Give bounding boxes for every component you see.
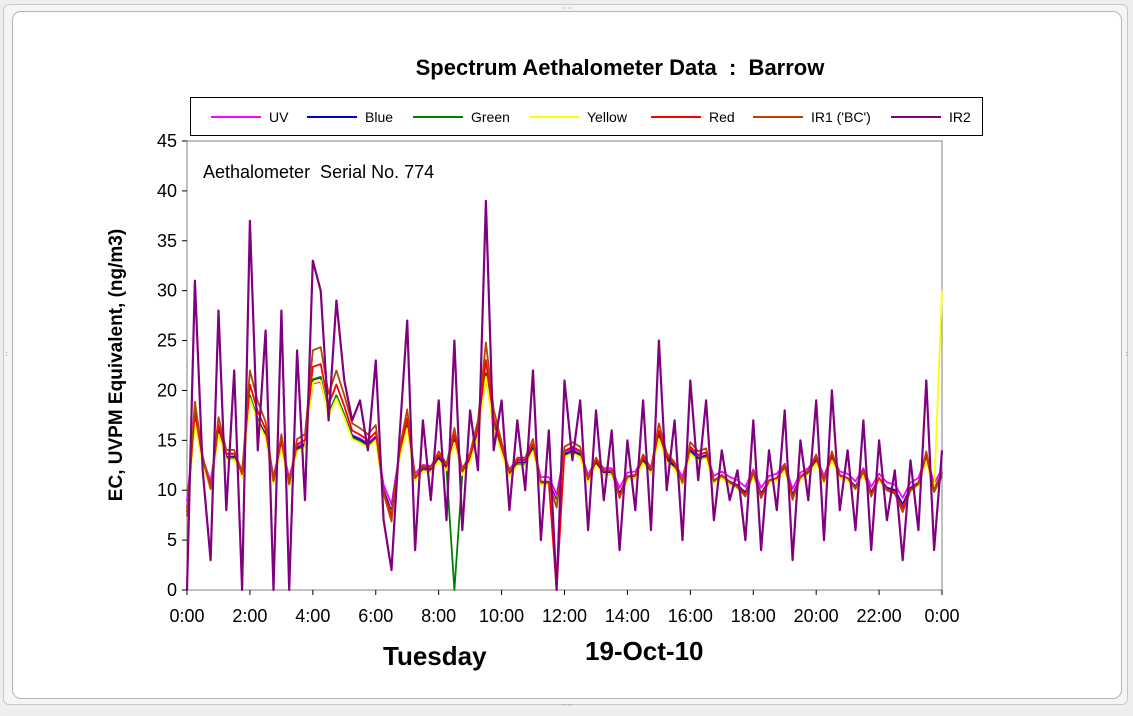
y-tick-label: 0	[167, 580, 177, 600]
legend-entry-green: Green	[413, 108, 510, 126]
x-axis-day-label: Tuesday	[383, 641, 487, 671]
series-line-ir1-bc	[186, 341, 943, 523]
plot-area	[186, 140, 943, 591]
legend-label-green: Green	[471, 109, 510, 125]
x-axis-date-label: 19-Oct-10	[585, 636, 704, 666]
legend-entry-ir1: IR1 ('BC')	[753, 108, 871, 126]
x-tick-label: 22:00	[857, 606, 902, 626]
legend-label-ir2: IR2	[949, 109, 971, 125]
y-tick-label: 15	[157, 430, 177, 450]
x-tick-label: 20:00	[794, 606, 839, 626]
y-tick-label: 40	[157, 181, 177, 201]
x-tick-label: 14:00	[605, 606, 650, 626]
x-tick-label: 6:00	[358, 606, 393, 626]
legend-label-blue: Blue	[365, 109, 394, 125]
legend-entry-uv: UV	[211, 108, 288, 126]
y-axis-label: EC, UVPM Equivalent, (ng/m3)	[106, 228, 127, 502]
legend-entry-blue: Blue	[307, 108, 393, 126]
legend-swatch-green	[413, 116, 463, 118]
y-tick-label: 10	[157, 480, 177, 500]
y-tick-label: 20	[157, 380, 177, 400]
legend-label-yellow: Yellow	[587, 109, 627, 125]
x-tick-label: 0:00	[169, 606, 204, 626]
y-tick-label: 35	[157, 231, 177, 251]
chart-title: Spectrum Aethalometer Data : Barrow	[415, 55, 825, 80]
x-tick-label: 8:00	[421, 606, 456, 626]
bottom-resize-grip[interactable]: ····	[562, 701, 573, 710]
instrument-annotation: Aethalometer Serial No. 774	[203, 162, 435, 182]
legend-label-uv: UV	[269, 109, 289, 125]
legend-swatch-ir1	[753, 116, 803, 118]
top-resize-grip[interactable]: ····	[562, 4, 573, 13]
legend-swatch-red	[651, 116, 701, 118]
legend-entry-yellow: Yellow	[529, 108, 627, 126]
legend-swatch-uv	[211, 116, 261, 118]
series-line-ir2	[185, 199, 944, 592]
legend-swatch-blue	[307, 116, 357, 118]
left-resize-grip[interactable]: :	[5, 349, 8, 358]
x-tick-label: 12:00	[542, 606, 587, 626]
x-tick-label: 16:00	[668, 606, 713, 626]
legend-label-ir1: IR1 ('BC')	[811, 109, 871, 125]
legend-swatch-ir2	[891, 116, 941, 118]
x-tick-label: 4:00	[295, 606, 330, 626]
chart-legend: UV Blue Green Yellow Red IR1 ('BC') IR2	[190, 97, 983, 136]
legend-label-red: Red	[709, 109, 735, 125]
legend-entry-ir2: IR2	[891, 108, 971, 126]
right-resize-grip[interactable]: :	[1125, 349, 1128, 358]
x-tick-label: 0:00	[924, 606, 959, 626]
y-tick-label: 45	[157, 131, 177, 151]
legend-swatch-yellow	[529, 116, 579, 118]
x-tick-label: 2:00	[232, 606, 267, 626]
y-tick-label: 25	[157, 331, 177, 351]
y-tick-label: 5	[167, 530, 177, 550]
legend-entry-red: Red	[651, 108, 735, 126]
y-tick-label: 30	[157, 281, 177, 301]
x-tick-label: 10:00	[479, 606, 524, 626]
x-tick-label: 18:00	[731, 606, 776, 626]
